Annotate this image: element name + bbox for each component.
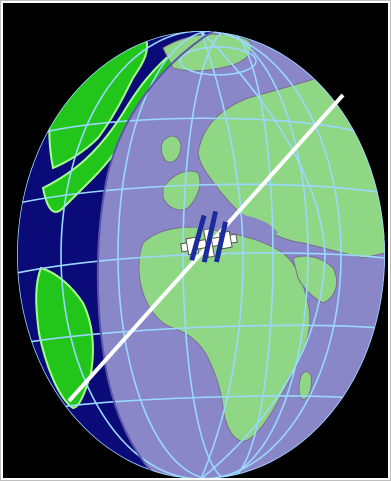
terminator — [96, 31, 214, 478]
globe-svg — [17, 31, 385, 478]
earth-viewport[interactable] — [3, 3, 388, 478]
graticule — [17, 31, 385, 478]
madagascar — [298, 371, 312, 400]
western-europe — [162, 170, 201, 211]
iss-satellite-icon[interactable] — [176, 209, 240, 268]
africa — [138, 226, 311, 442]
british-isles — [160, 135, 182, 163]
arabia — [292, 255, 338, 304]
